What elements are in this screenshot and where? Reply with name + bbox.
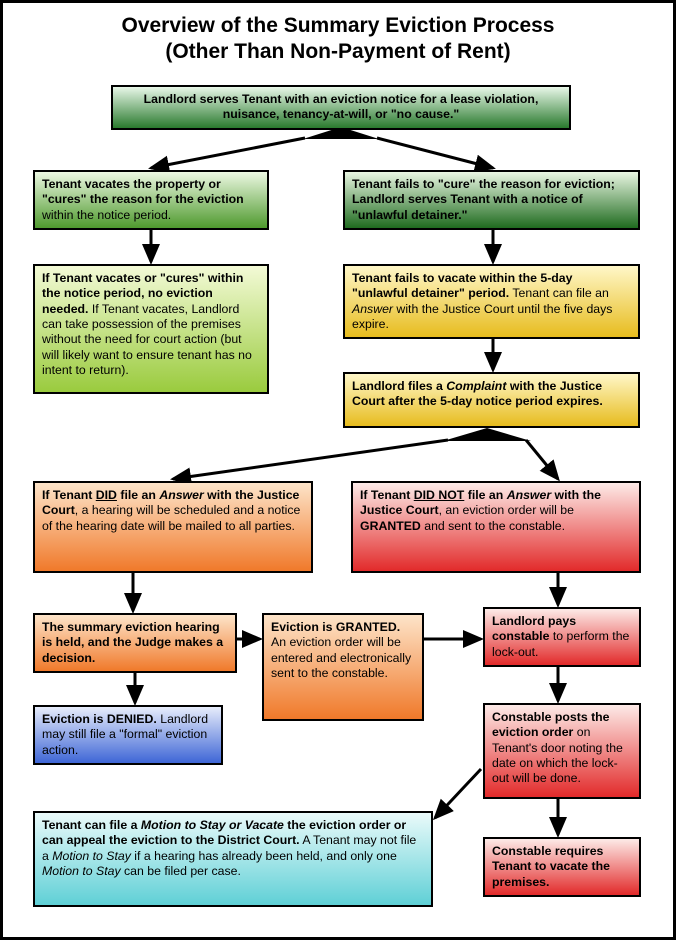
- flow-box-b5r: If Tenant DID NOT file an Answer with th…: [351, 481, 641, 573]
- flow-box-b7r: Constable posts the eviction order on Te…: [483, 703, 641, 799]
- flow-box-b8l: Tenant can file a Motion to Stay or Vaca…: [33, 811, 433, 907]
- arrow-layer: [3, 3, 676, 943]
- flow-box-b6m: Eviction is GRANTED. An eviction order w…: [262, 613, 424, 721]
- flow-box-b1: Landlord serves Tenant with an eviction …: [111, 85, 571, 130]
- flow-box-b8r: Constable requires Tenant to vacate the …: [483, 837, 641, 897]
- title-line-2: (Other Than Non-Payment of Rent): [3, 39, 673, 65]
- page-title: Overview of the Summary Eviction Process…: [3, 3, 673, 66]
- flow-box-b6r: Landlord pays constable to perform the l…: [483, 607, 641, 667]
- flow-box-b4r: Landlord files a Complaint with the Just…: [343, 372, 640, 428]
- title-line-1: Overview of the Summary Eviction Process: [3, 13, 673, 39]
- flow-box-b6l: The summary eviction hearing is held, an…: [33, 613, 237, 673]
- flow-box-b2l: Tenant vacates the property or "cures" t…: [33, 170, 269, 230]
- flow-box-b3l: If Tenant vacates or "cures" within the …: [33, 264, 269, 394]
- flow-box-b3r: Tenant fails to vacate within the 5-day …: [343, 264, 640, 339]
- flow-box-b2r: Tenant fails to "cure" the reason for ev…: [343, 170, 640, 230]
- flow-box-b7l: Eviction is DENIED. Landlord may still f…: [33, 705, 223, 765]
- flow-box-b5l: If Tenant DID file an Answer with the Ju…: [33, 481, 313, 573]
